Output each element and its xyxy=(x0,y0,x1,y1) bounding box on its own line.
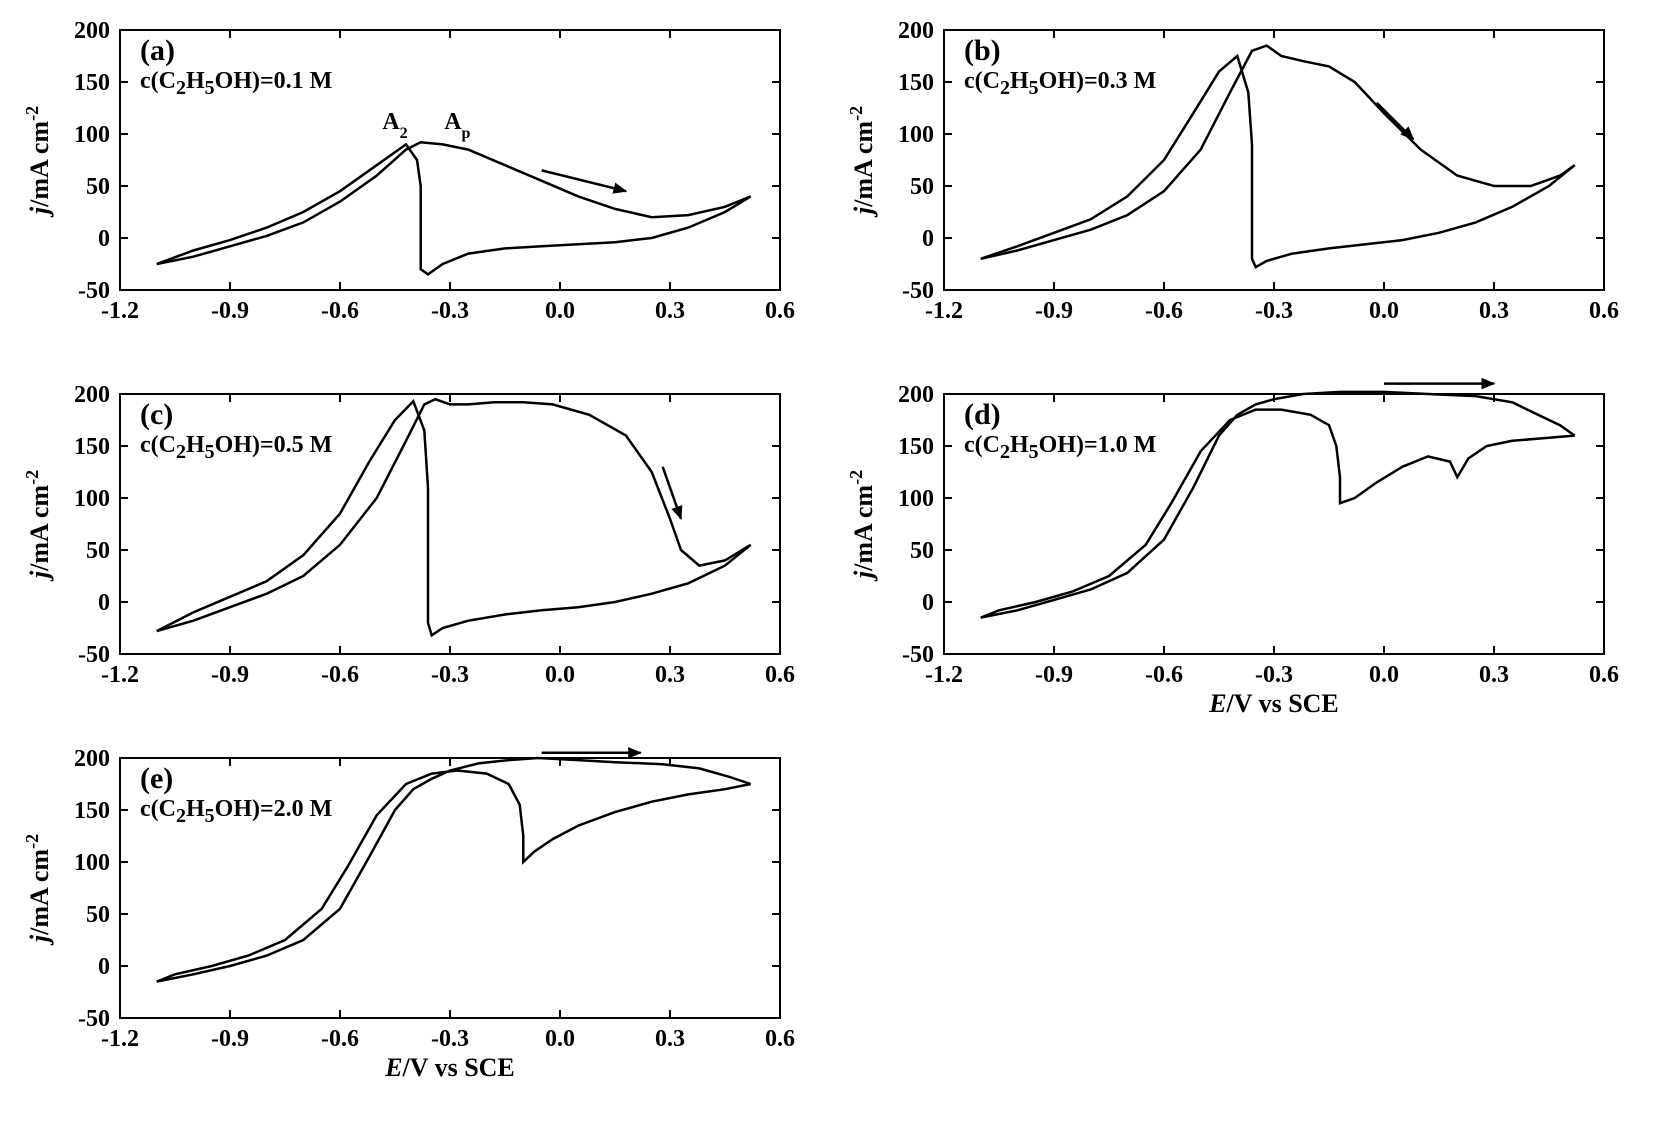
y-axis-label: j/mA cm-2 xyxy=(846,470,878,582)
svg-text:50: 50 xyxy=(910,538,934,564)
panel-d: -1.2-0.9-0.6-0.30.00.30.6-50050100150200… xyxy=(844,384,1638,738)
svg-text:-0.3: -0.3 xyxy=(431,662,469,688)
peak-label: A2 xyxy=(382,109,407,142)
x-axis-label: E/V vs SCE xyxy=(384,1053,515,1082)
svg-text:50: 50 xyxy=(86,902,110,928)
svg-text:50: 50 xyxy=(86,538,110,564)
svg-text:0.3: 0.3 xyxy=(1479,662,1509,688)
concentration-label: c(C2H5OH)=0.3 M xyxy=(964,68,1156,100)
concentration-label: c(C2H5OH)=2.0 M xyxy=(140,796,332,828)
svg-text:0.0: 0.0 xyxy=(1369,662,1399,688)
svg-text:150: 150 xyxy=(898,434,934,460)
svg-text:0: 0 xyxy=(98,954,110,980)
y-axis-label: j/mA cm-2 xyxy=(846,106,878,218)
svg-text:0.0: 0.0 xyxy=(545,1026,575,1052)
svg-text:-0.3: -0.3 xyxy=(1255,662,1293,688)
svg-text:0.6: 0.6 xyxy=(1589,298,1619,324)
svg-text:0.3: 0.3 xyxy=(655,662,685,688)
svg-text:0: 0 xyxy=(922,226,934,252)
svg-text:0.6: 0.6 xyxy=(765,298,795,324)
peak-label: Ap xyxy=(444,109,470,142)
svg-text:-0.3: -0.3 xyxy=(431,298,469,324)
svg-text:150: 150 xyxy=(74,798,110,824)
svg-text:-50: -50 xyxy=(902,278,934,304)
svg-text:-50: -50 xyxy=(78,278,110,304)
svg-text:-0.6: -0.6 xyxy=(321,1026,359,1052)
svg-text:-0.9: -0.9 xyxy=(211,662,249,688)
svg-text:0.0: 0.0 xyxy=(1369,298,1399,324)
svg-text:0.3: 0.3 xyxy=(655,1026,685,1052)
y-axis-label: j/mA cm-2 xyxy=(22,470,54,582)
cv-forward-scan xyxy=(157,758,751,982)
svg-text:-0.6: -0.6 xyxy=(1145,298,1183,324)
svg-text:0.6: 0.6 xyxy=(765,662,795,688)
svg-text:0.6: 0.6 xyxy=(1589,662,1619,688)
svg-text:-50: -50 xyxy=(78,642,110,668)
svg-text:100: 100 xyxy=(74,850,110,876)
svg-text:-0.6: -0.6 xyxy=(321,662,359,688)
svg-text:200: 200 xyxy=(898,18,934,44)
svg-text:-0.9: -0.9 xyxy=(1035,662,1073,688)
svg-text:50: 50 xyxy=(910,174,934,200)
svg-text:200: 200 xyxy=(74,382,110,408)
svg-text:-0.3: -0.3 xyxy=(1255,298,1293,324)
svg-text:0.6: 0.6 xyxy=(765,1026,795,1052)
panel-c: -1.2-0.9-0.6-0.30.00.30.6-50050100150200… xyxy=(20,384,814,738)
svg-text:100: 100 xyxy=(898,122,934,148)
y-axis-label: j/mA cm-2 xyxy=(22,106,54,218)
cv-forward-scan xyxy=(981,392,1575,618)
svg-text:200: 200 xyxy=(898,382,934,408)
svg-text:-0.3: -0.3 xyxy=(431,1026,469,1052)
svg-text:0: 0 xyxy=(98,226,110,252)
x-axis-label: E/V vs SCE xyxy=(1208,689,1339,718)
y-axis-label: j/mA cm-2 xyxy=(22,834,54,946)
svg-text:-0.9: -0.9 xyxy=(211,298,249,324)
empty-cell xyxy=(844,748,1638,1102)
scan-arrow xyxy=(542,170,626,191)
svg-text:200: 200 xyxy=(74,18,110,44)
svg-text:100: 100 xyxy=(74,486,110,512)
svg-text:200: 200 xyxy=(74,746,110,772)
panel-b: -1.2-0.9-0.6-0.30.00.30.6-50050100150200… xyxy=(844,20,1638,374)
svg-text:0: 0 xyxy=(98,590,110,616)
svg-text:100: 100 xyxy=(74,122,110,148)
svg-text:-0.6: -0.6 xyxy=(321,298,359,324)
concentration-label: c(C2H5OH)=0.5 M xyxy=(140,432,332,464)
svg-text:150: 150 xyxy=(74,70,110,96)
svg-text:-0.9: -0.9 xyxy=(1035,298,1073,324)
figure-grid: -1.2-0.9-0.6-0.30.00.30.6-50050100150200… xyxy=(20,20,1638,1102)
panel-e: -1.2-0.9-0.6-0.30.00.30.6-50050100150200… xyxy=(20,748,814,1102)
concentration-label: c(C2H5OH)=1.0 M xyxy=(964,432,1156,464)
panel-letter: (c) xyxy=(140,398,173,431)
panel-letter: (d) xyxy=(964,398,1001,431)
svg-text:0.0: 0.0 xyxy=(545,298,575,324)
svg-text:-0.9: -0.9 xyxy=(211,1026,249,1052)
svg-text:0: 0 xyxy=(922,590,934,616)
panel-a: -1.2-0.9-0.6-0.30.00.30.6-50050100150200… xyxy=(20,20,814,374)
svg-text:50: 50 xyxy=(86,174,110,200)
panel-letter: (e) xyxy=(140,762,173,795)
cv-forward-scan xyxy=(157,142,751,264)
concentration-label: c(C2H5OH)=0.1 M xyxy=(140,68,332,100)
svg-text:-50: -50 xyxy=(78,1006,110,1032)
svg-text:150: 150 xyxy=(74,434,110,460)
panel-letter: (b) xyxy=(964,34,1001,67)
panel-letter: (a) xyxy=(140,34,175,67)
svg-text:-0.6: -0.6 xyxy=(1145,662,1183,688)
svg-text:-50: -50 xyxy=(902,642,934,668)
svg-text:100: 100 xyxy=(898,486,934,512)
svg-text:0.3: 0.3 xyxy=(1479,298,1509,324)
svg-text:0.0: 0.0 xyxy=(545,662,575,688)
svg-text:150: 150 xyxy=(898,70,934,96)
svg-text:0.3: 0.3 xyxy=(655,298,685,324)
cv-reverse-scan xyxy=(157,144,751,274)
